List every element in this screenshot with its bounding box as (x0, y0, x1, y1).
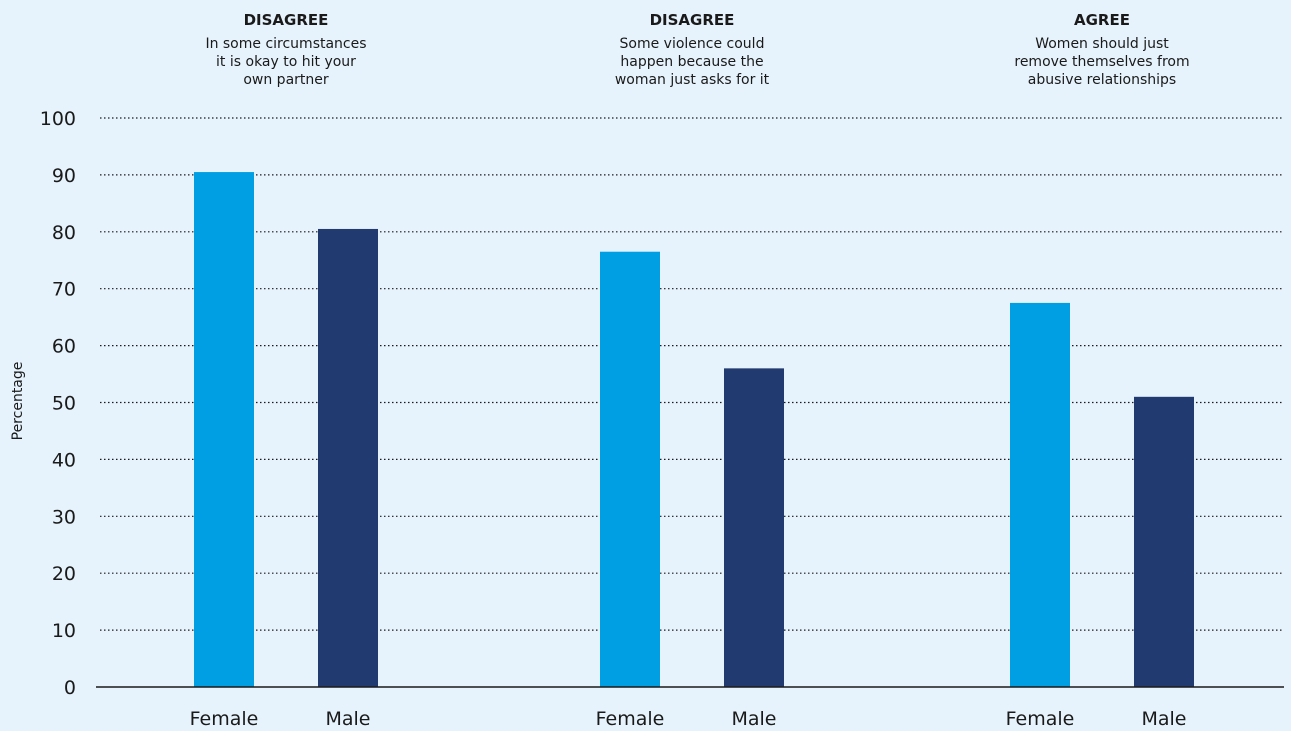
y-tick-label: 10 (52, 620, 76, 642)
x-axis-ticks: Female Male Female Male Female Male (190, 708, 1187, 730)
group-statement-line: remove themselves from (1014, 54, 1189, 70)
x-tick-label: Male (1141, 708, 1186, 730)
group-heading: DISAGREE (244, 11, 329, 29)
bar-male (1134, 396, 1194, 687)
gridlines (100, 117, 1284, 631)
x-tick-label: Male (325, 708, 370, 730)
group-statement-line: In some circumstances (205, 36, 366, 52)
y-tick-label: 30 (52, 506, 76, 528)
x-tick-label: Male (731, 708, 776, 730)
bars (194, 172, 1194, 687)
y-tick-label: 50 (52, 393, 76, 415)
x-tick-label: Female (596, 708, 665, 730)
group-heading: AGREE (1074, 11, 1130, 29)
group-statement-line: woman just asks for it (615, 72, 770, 88)
y-tick-label: 0 (64, 677, 76, 699)
bar-female (194, 172, 254, 687)
y-axis-ticks: 0 10 20 30 40 50 60 70 80 90 100 (40, 108, 76, 699)
y-tick-label: 90 (52, 165, 76, 187)
y-tick-label: 100 (40, 108, 76, 130)
group-statement-line: own partner (243, 72, 329, 88)
x-tick-label: Female (190, 708, 259, 730)
group-statement-line: happen because the (620, 54, 763, 70)
y-tick-label: 60 (52, 336, 76, 358)
y-tick-label: 20 (52, 563, 76, 585)
group-heading: DISAGREE (650, 11, 735, 29)
group-statement-line: Some violence could (620, 36, 765, 52)
y-tick-label: 40 (52, 449, 76, 471)
bar-female (600, 251, 660, 687)
y-axis-label: Percentage (10, 362, 26, 441)
group-headers: DISAGREE In some circumstances it is okay … (205, 11, 1189, 88)
bar-female (1010, 302, 1070, 687)
y-tick-label: 70 (52, 279, 76, 301)
group-statement-line: it is okay to hit your (216, 54, 356, 70)
y-tick-label: 80 (52, 222, 76, 244)
group-statement-line: abusive relationships (1028, 72, 1176, 88)
bar-male (318, 228, 378, 687)
x-tick-label: Female (1006, 708, 1075, 730)
bar-male (724, 368, 784, 687)
group-statement-line: Women should just (1035, 36, 1169, 52)
